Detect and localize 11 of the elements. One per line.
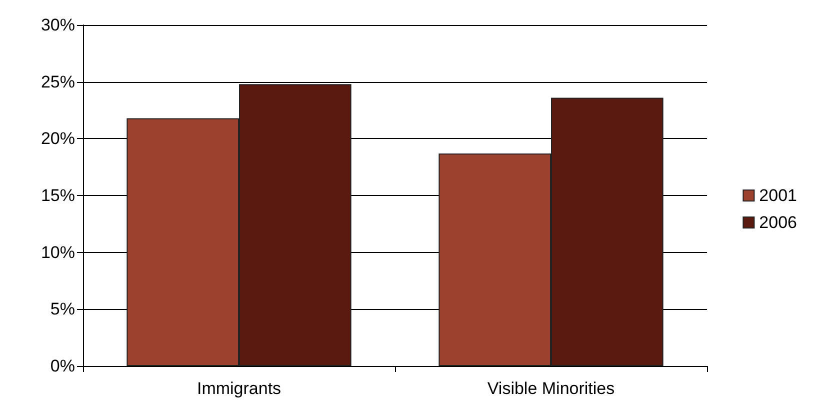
legend-label: 2001 (759, 186, 798, 205)
y-tick-label: 10% (40, 242, 75, 262)
y-tick-label: 0% (50, 356, 75, 376)
y-tick-label: 5% (50, 300, 75, 319)
y-tick-label: 30% (40, 16, 75, 34)
y-tick-label: 15% (40, 186, 75, 205)
y-tick-label: 25% (40, 72, 75, 92)
x-tick-label: Immigrants (196, 379, 282, 398)
legend-label: 2006 (759, 213, 798, 232)
y-tick-label: 20% (40, 129, 75, 148)
x-tick-label: Visible Minorities (487, 379, 615, 398)
